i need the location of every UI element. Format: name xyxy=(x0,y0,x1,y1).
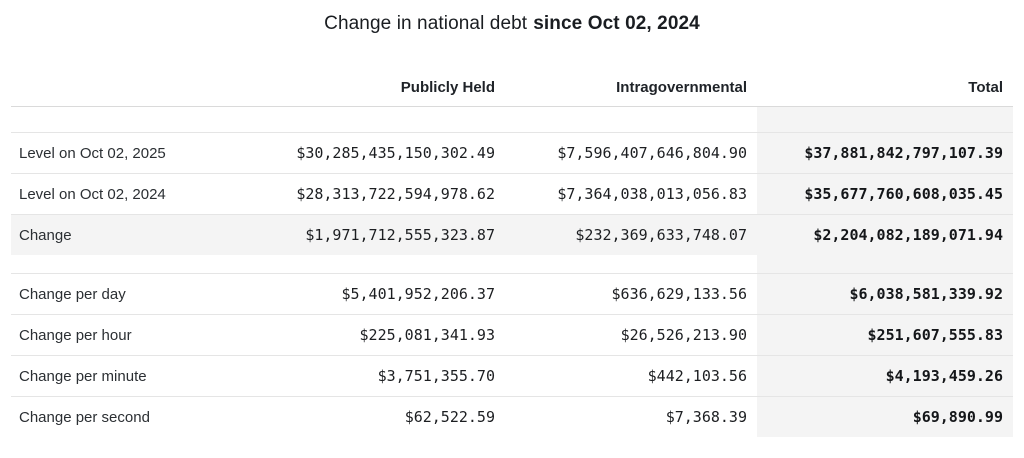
column-header-empty xyxy=(11,77,253,107)
row-label: Change per day xyxy=(11,273,253,315)
title-emphasis: since Oct 02, 2024 xyxy=(533,13,700,34)
table-row-level-2024: Level on Oct 02, 2024 $28,313,722,594,97… xyxy=(11,173,1013,215)
intragovernmental-value: $7,368.39 xyxy=(505,396,757,437)
row-label: Change per second xyxy=(11,396,253,437)
spacer-row xyxy=(11,106,1013,133)
table-row-level-2025: Level on Oct 02, 2025 $30,285,435,150,30… xyxy=(11,132,1013,174)
row-label: Level on Oct 02, 2025 xyxy=(11,132,253,174)
table-row-change-per-minute: Change per minute $3,751,355.70 $442,103… xyxy=(11,355,1013,397)
publicly-held-value: $1,971,712,555,323.87 xyxy=(253,214,505,255)
intragovernmental-value: $7,596,407,646,804.90 xyxy=(505,132,757,174)
total-value: $35,677,760,608,035.45 xyxy=(757,173,1013,215)
table-row-change-per-hour: Change per hour $225,081,341.93 $26,526,… xyxy=(11,314,1013,356)
table-row-change-per-second: Change per second $62,522.59 $7,368.39 $… xyxy=(11,396,1013,437)
spacer-row xyxy=(11,255,1013,274)
row-label: Level on Oct 02, 2024 xyxy=(11,173,253,215)
total-value: $69,890.99 xyxy=(757,396,1013,437)
row-label: Change xyxy=(11,214,253,255)
intragovernmental-value: $232,369,633,748.07 xyxy=(505,214,757,255)
row-label: Change per hour xyxy=(11,314,253,356)
intragovernmental-value: $442,103.56 xyxy=(505,355,757,397)
table-header-row: Publicly Held Intragovernmental Total xyxy=(11,77,1013,107)
total-value: $37,881,842,797,107.39 xyxy=(757,132,1013,174)
national-debt-table: Publicly Held Intragovernmental Total Le… xyxy=(11,77,1013,437)
total-value: $251,607,555.83 xyxy=(757,314,1013,356)
publicly-held-value: $62,522.59 xyxy=(253,396,505,437)
publicly-held-value: $28,313,722,594,978.62 xyxy=(253,173,505,215)
row-label: Change per minute xyxy=(11,355,253,397)
column-header-publicly-held: Publicly Held xyxy=(253,77,505,107)
intragovernmental-value: $636,629,133.56 xyxy=(505,273,757,315)
column-header-total: Total xyxy=(757,77,1013,107)
intragovernmental-value: $7,364,038,013,056.83 xyxy=(505,173,757,215)
publicly-held-value: $30,285,435,150,302.49 xyxy=(253,132,505,174)
total-value: $4,193,459.26 xyxy=(757,355,1013,397)
intragovernmental-value: $26,526,213.90 xyxy=(505,314,757,356)
table-row-change-per-day: Change per day $5,401,952,206.37 $636,62… xyxy=(11,273,1013,315)
page-title: Change in national debt since Oct 02, 202… xyxy=(0,13,1024,35)
table-row-change: Change $1,971,712,555,323.87 $232,369,63… xyxy=(11,214,1013,255)
column-header-intragovernmental: Intragovernmental xyxy=(505,77,757,107)
title-text: Change in national debt xyxy=(324,13,528,34)
total-value: $6,038,581,339.92 xyxy=(757,273,1013,315)
publicly-held-value: $225,081,341.93 xyxy=(253,314,505,356)
total-value: $2,204,082,189,071.94 xyxy=(757,214,1013,255)
publicly-held-value: $5,401,952,206.37 xyxy=(253,273,505,315)
publicly-held-value: $3,751,355.70 xyxy=(253,355,505,397)
